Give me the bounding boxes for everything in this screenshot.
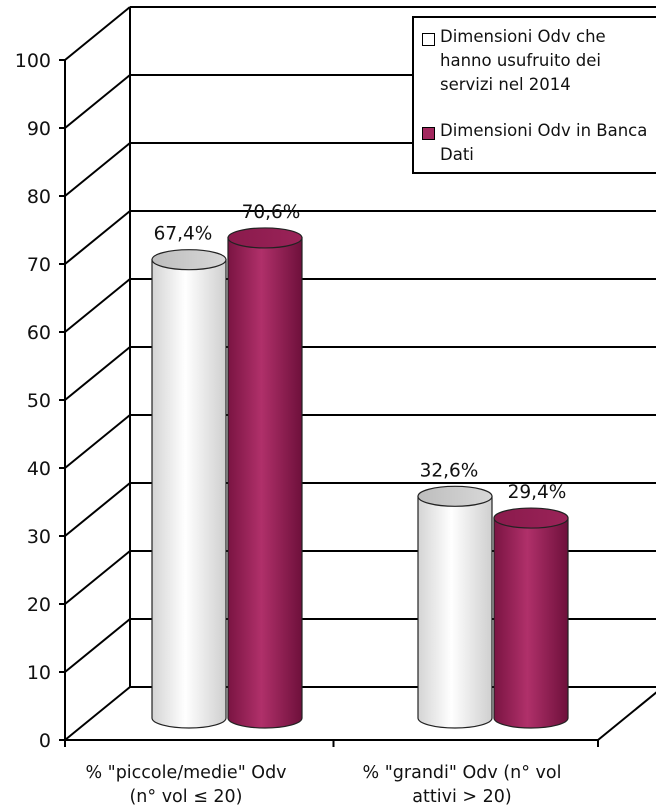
- gridline-diagonal: [64, 74, 131, 129]
- legend-item-banca-dati: Dimensioni Odv in Banca Dati: [422, 119, 647, 167]
- y-tick-label: 0: [39, 730, 51, 752]
- gridline-diagonal: [64, 414, 131, 469]
- data-label: 67,4%: [154, 224, 213, 245]
- gridline-diagonal: [64, 142, 131, 197]
- y-tick-label: 10: [27, 662, 51, 684]
- bar-top-servizi: [151, 249, 227, 271]
- data-label: 70,6%: [242, 202, 301, 223]
- gridline-diagonal: [64, 346, 131, 401]
- y-tick-label: 40: [27, 458, 51, 480]
- legend-label: Dimensioni Odv in Banca Dati: [440, 121, 648, 164]
- y-tick-label: 70: [27, 254, 51, 276]
- gridline-diagonal: [64, 482, 131, 537]
- floor-right-edge: [597, 691, 656, 741]
- bar-banca-dati: [227, 237, 303, 729]
- bar-top-banca-dati: [227, 227, 303, 249]
- bar-top-servizi: [417, 485, 493, 507]
- y-tick-label: 20: [27, 594, 51, 616]
- x-category-label: % "grandi" Odv (n° vol: [363, 763, 562, 783]
- bar-banca-dati: [493, 517, 569, 729]
- x-category-label: % "piccole/medie" Odv: [85, 763, 286, 783]
- y-tick-label: 100: [15, 50, 51, 72]
- x-axis-labels: % "piccole/medie" Odv (n° vol ≤ 20) % "gra…: [85, 763, 561, 805]
- data-labels: 67,4% 70,6% 32,6% 29,4%: [154, 202, 567, 503]
- bar-top-banca-dati: [493, 507, 569, 529]
- gridline-diagonal: [64, 618, 131, 673]
- legend-label: Dimensioni Odv che hanno usufruito dei s…: [440, 27, 606, 94]
- bar-servizi: [417, 495, 493, 729]
- data-label: 29,4%: [508, 482, 567, 503]
- y-axis-ticks: 0 10 20 30 40 50 60 70 80 90 100: [15, 50, 599, 752]
- gridline-diagonal: [64, 6, 131, 61]
- legend-item-servizi: Dimensioni Odv che hanno usufruito dei s…: [422, 25, 606, 97]
- y-tick-label: 50: [27, 390, 51, 412]
- gridline-diagonal: [64, 210, 131, 265]
- bars: [151, 227, 569, 729]
- y-tick-label: 60: [27, 322, 51, 344]
- legend: Dimensioni Odv che hanno usufruito dei s…: [412, 16, 656, 174]
- y-tick-label: 30: [27, 526, 51, 548]
- gridline-diagonal: [64, 278, 131, 333]
- x-category-label: attivi > 20): [412, 787, 511, 805]
- data-label: 32,6%: [420, 460, 479, 481]
- gridline-diagonal: [64, 550, 131, 605]
- y-tick-label: 80: [27, 186, 51, 208]
- floor-left-edge: [64, 686, 131, 741]
- x-category-label: (n° vol ≤ 20): [129, 787, 242, 805]
- bar-servizi: [151, 259, 227, 729]
- legend-swatch-white: [422, 33, 435, 46]
- legend-swatch-purple: [422, 127, 435, 140]
- y-tick-label: 90: [27, 118, 51, 140]
